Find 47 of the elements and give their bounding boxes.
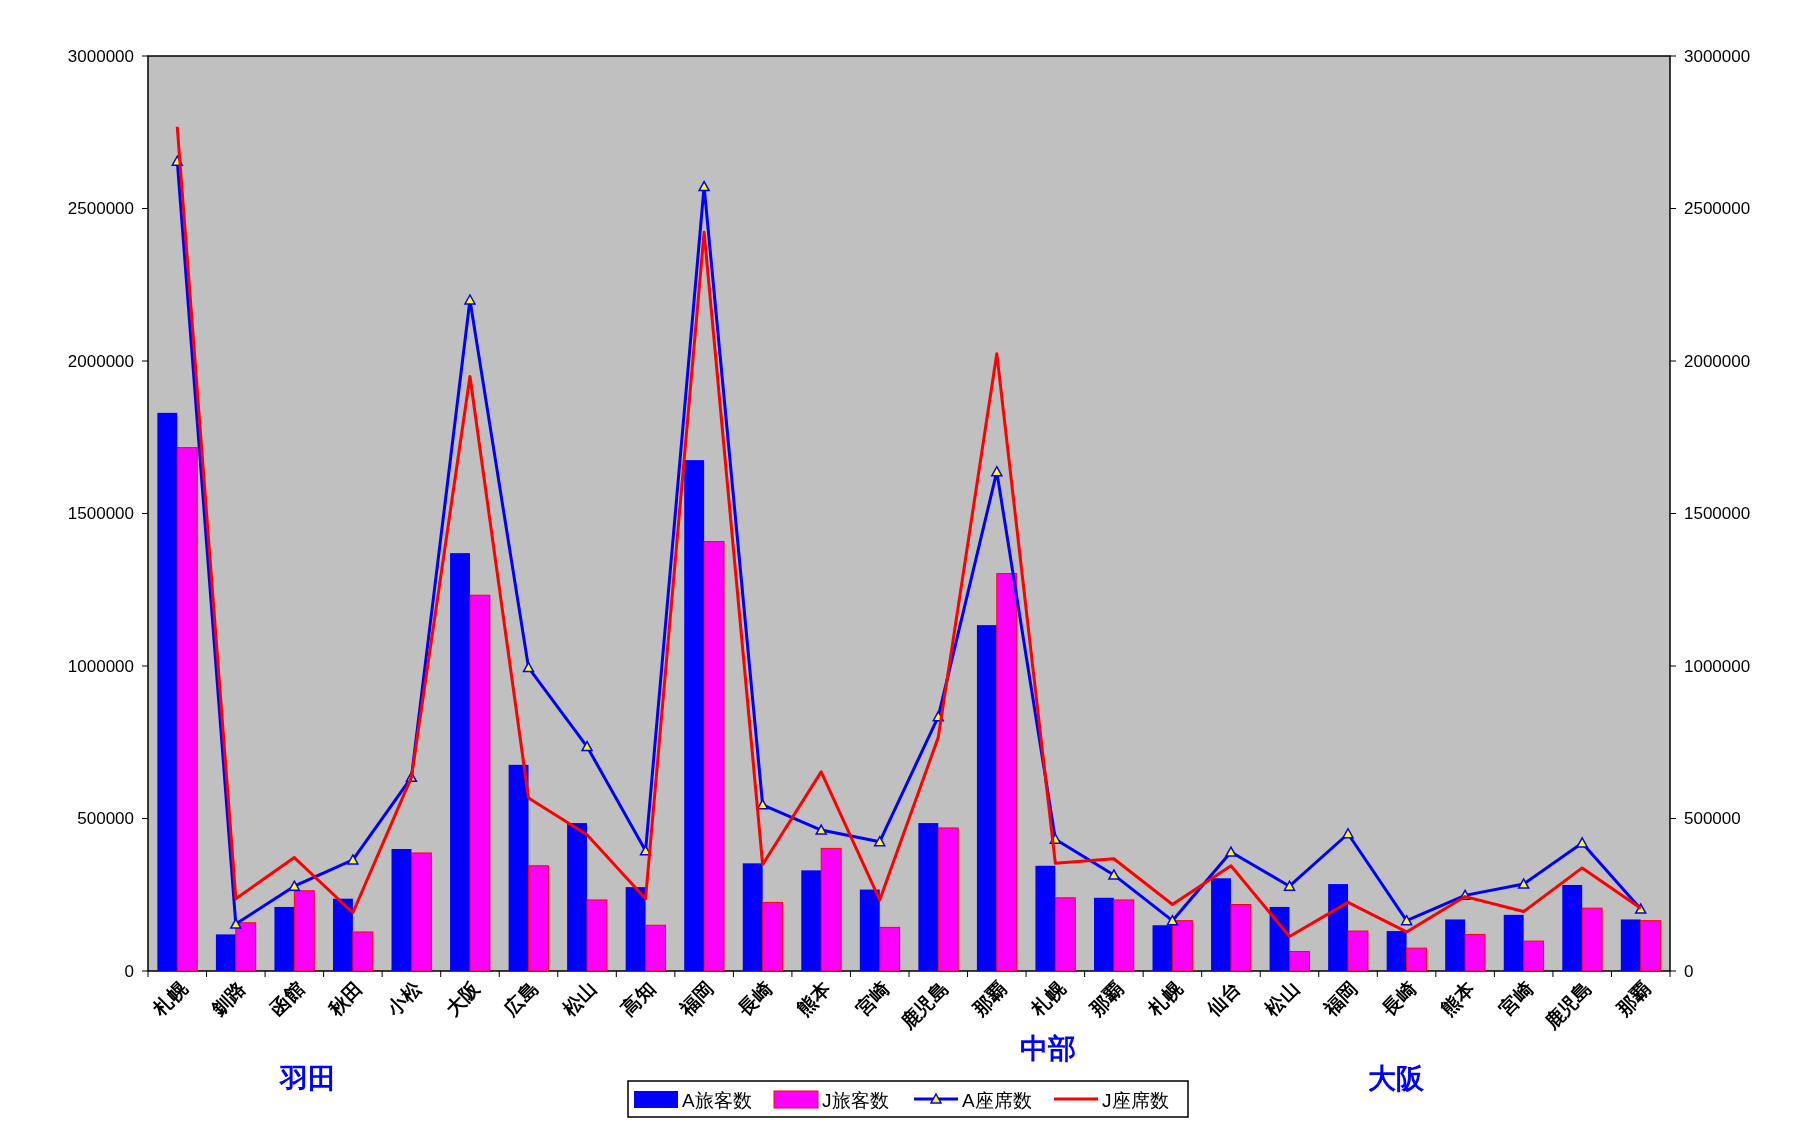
y2-tick-label: 500000 <box>1684 809 1741 829</box>
x-tick-label: 宮崎 <box>851 977 894 1020</box>
x-tick-label: 秋田 <box>323 977 367 1021</box>
y-tick-label: 2000000 <box>67 351 134 371</box>
x-tick-label: 宮崎 <box>1495 977 1538 1020</box>
text: 大阪 <box>1368 1063 1425 1094</box>
legend-label: A旅客数 <box>682 1089 752 1111</box>
y2-tick-label: 3000000 <box>1684 46 1751 66</box>
y2-tick-label: 2500000 <box>1684 199 1751 219</box>
x-tick-label: 広島 <box>499 977 543 1021</box>
x-tick-label: 那覇 <box>1611 977 1655 1021</box>
x-tick-label: 那覇 <box>1084 977 1128 1021</box>
y-tick-label: 3000000 <box>67 46 134 66</box>
legend-label: J旅客数 <box>822 1089 889 1111</box>
y-tick-label: 500000 <box>77 809 134 829</box>
x-tick-label: 小松 <box>382 976 426 1021</box>
legend-label: A座席数 <box>962 1089 1032 1111</box>
legend-label: J座席数 <box>1102 1089 1169 1111</box>
text: 中部 <box>1020 1033 1076 1064</box>
x-tick-label: 松山 <box>558 977 601 1021</box>
y-tick-label: 1000000 <box>67 656 134 676</box>
x-tick-label: 札幌 <box>1143 976 1187 1021</box>
text: 羽田 <box>279 1063 336 1094</box>
x-tick-label: 鹿児島 <box>895 977 952 1034</box>
x-tick-label: 大阪 <box>441 976 485 1020</box>
x-tick-label: 函館 <box>266 977 308 1020</box>
y-tick-label: 0 <box>124 961 134 981</box>
x-tick-label: 那覇 <box>967 977 1011 1021</box>
x-tick-label: 札幌 <box>1026 976 1070 1021</box>
x-tick-label: 高知 <box>617 977 660 1020</box>
x-tick-label: 長崎 <box>1377 977 1421 1021</box>
y2-tick-label: 0 <box>1684 961 1694 981</box>
x-tick-label: 仙台 <box>1202 977 1245 1021</box>
x-tick-label: 熊本 <box>793 976 836 1020</box>
y2-tick-label: 1000000 <box>1684 656 1751 676</box>
y-tick-label: 1500000 <box>67 504 134 524</box>
x-tick-label: 福岡 <box>675 977 718 1021</box>
y2-tick-label: 2000000 <box>1684 351 1751 371</box>
x-tick-label: 松山 <box>1260 977 1304 1021</box>
x-tick-label: 札幌 <box>148 976 192 1021</box>
x-tick-label: 釧路 <box>206 977 250 1021</box>
x-tick-label: 熊本 <box>1436 976 1480 1020</box>
x-tick-label: 長崎 <box>733 977 777 1021</box>
y2-tick-label: 1500000 <box>1684 504 1751 524</box>
x-tick-label: 福岡 <box>1319 977 1362 1021</box>
x-tick-label: 鹿児島 <box>1539 977 1596 1034</box>
y-tick-label: 2500000 <box>67 199 134 219</box>
